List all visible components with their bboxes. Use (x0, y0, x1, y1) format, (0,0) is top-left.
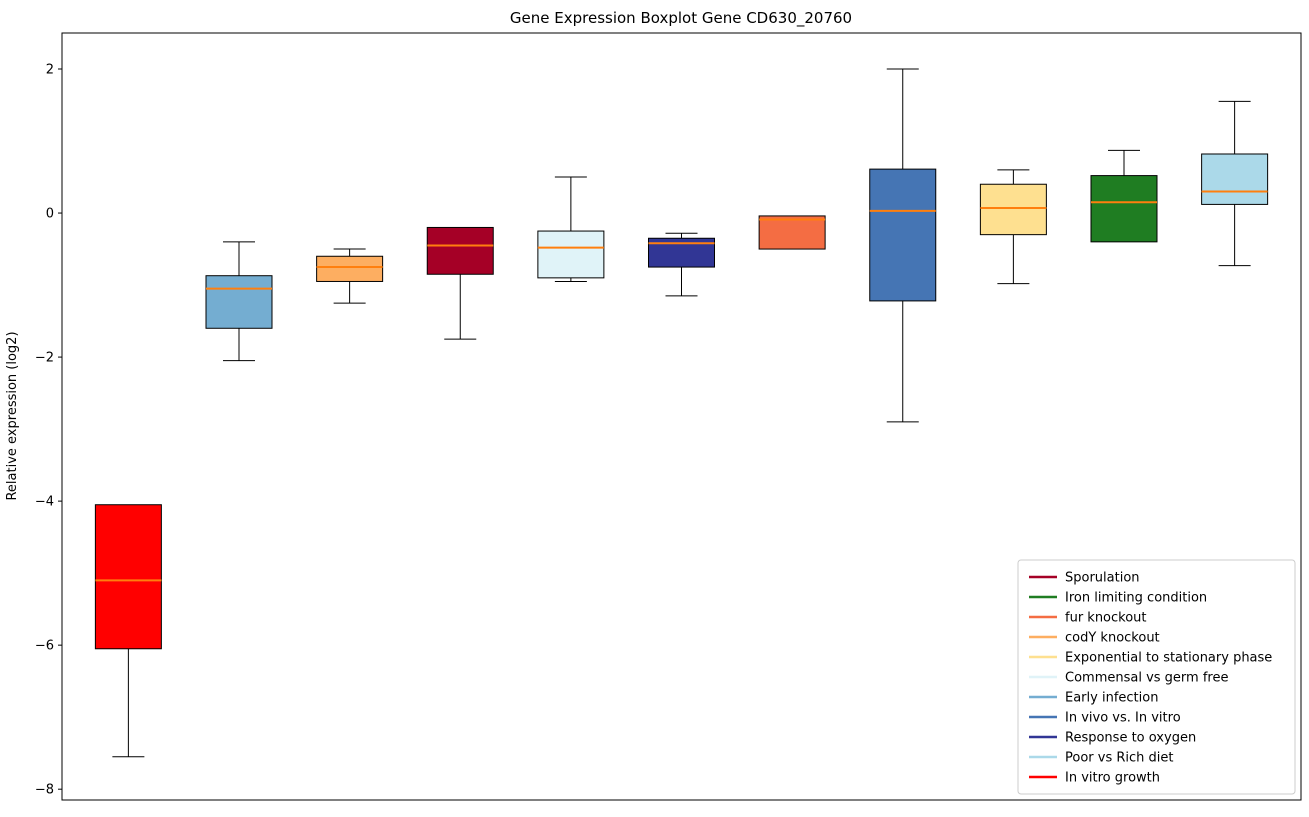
legend-item: Exponential to stationary phase (1029, 651, 1272, 666)
y-tick-label: −4 (35, 495, 54, 510)
legend-label: In vivo vs. In vitro (1065, 711, 1181, 726)
box (426, 226, 494, 275)
boxplot-group (648, 232, 715, 297)
box (316, 255, 384, 282)
axes: 2 0 −2 −4 −6 −8 (35, 32, 1302, 801)
box (758, 215, 826, 250)
y-tick-label: 0 (46, 207, 54, 222)
box (1090, 175, 1158, 243)
y-tick-label: 2 (46, 63, 54, 78)
boxplot-group (205, 241, 273, 362)
legend-label: fur knockout (1065, 611, 1147, 626)
boxplot-group (979, 169, 1047, 285)
legend-label: codY knockout (1065, 631, 1160, 646)
legend-label: Exponential to stationary phase (1065, 651, 1272, 666)
boxplot-group (1201, 100, 1269, 267)
boxplot-series (94, 68, 1269, 758)
box (979, 183, 1047, 236)
legend-item: Response to oxygen (1029, 731, 1196, 746)
boxplot-group (94, 504, 162, 758)
boxplot-group (1090, 149, 1158, 243)
legend: Sporulation Iron limiting condition fur kn… (1017, 559, 1296, 795)
boxplot-group (537, 176, 605, 282)
box (869, 168, 937, 302)
legend-box (1017, 559, 1296, 795)
legend-item: Poor vs Rich diet (1029, 751, 1173, 766)
box (1201, 153, 1269, 205)
boxplot-group (869, 68, 937, 423)
y-tick-label: −6 (35, 639, 54, 654)
plot-frame (61, 32, 1302, 801)
box (537, 230, 605, 279)
box (94, 504, 162, 650)
chart-title: Gene Expression Boxplot Gene CD630_20760 (510, 9, 852, 28)
boxplot-group (426, 226, 494, 340)
legend-label: Early infection (1065, 691, 1158, 706)
y-tick-label: −8 (35, 783, 54, 798)
legend-item: Iron limiting condition (1029, 591, 1207, 606)
legend-label: Sporulation (1065, 571, 1140, 586)
legend-item: In vitro growth (1029, 771, 1160, 786)
legend-item: Commensal vs germ free (1029, 671, 1228, 686)
legend-label: Response to oxygen (1065, 731, 1196, 746)
legend-item: Early infection (1029, 691, 1158, 706)
boxplot-group (758, 215, 826, 250)
legend-item: Sporulation (1029, 571, 1140, 586)
boxplot-group (316, 248, 384, 304)
legend-item: codY knockout (1029, 631, 1160, 646)
box (205, 275, 273, 329)
y-tick-label: −2 (35, 351, 54, 366)
y-axis-label: Relative expression (log2) (5, 331, 20, 500)
legend-item: fur knockout (1029, 611, 1147, 626)
legend-label: Commensal vs germ free (1065, 671, 1228, 686)
legend-item: In vivo vs. In vitro (1029, 711, 1181, 726)
legend-label: Iron limiting condition (1065, 591, 1207, 606)
legend-label: Poor vs Rich diet (1065, 751, 1173, 766)
legend-label: In vitro growth (1065, 771, 1160, 786)
